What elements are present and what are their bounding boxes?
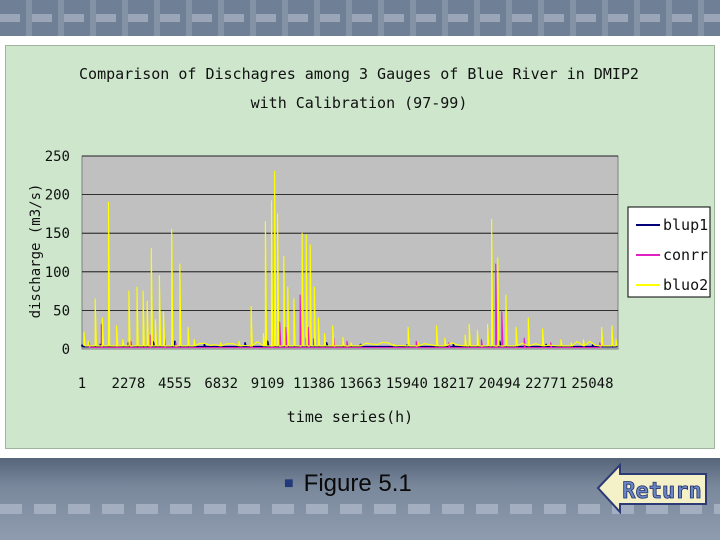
y-tick-label: 0 [62, 342, 70, 358]
figure-caption-text: Figure 5.1 [303, 470, 412, 497]
y-tick-label: 50 [53, 303, 70, 319]
y-axis-label: discharge (m3/s) [28, 184, 44, 319]
figure-caption: ■ Figure 5.1 [284, 470, 412, 498]
return-button[interactable]: Return [596, 462, 708, 515]
x-axis-label: time series(h) [287, 408, 413, 426]
x-tick-label: 2278 [112, 376, 146, 392]
legend-entry-blup1: blup1 [663, 216, 708, 234]
return-arrow-icon: Return [596, 462, 707, 515]
chart-title-line1: Comparison of Dischagres among 3 Gauges … [79, 65, 639, 83]
x-tick-label: 13663 [339, 376, 381, 392]
plot-area: 0 50 100 150 200 250 1 2278 4555 6832 9109 11386 136… [45, 149, 619, 392]
y-tick-label: 150 [45, 226, 70, 242]
plot-background [81, 155, 619, 350]
x-tick-label: 11386 [293, 376, 335, 392]
x-tick-label: 1 [78, 376, 86, 392]
x-tick-label: 9109 [251, 376, 285, 392]
x-tick-label: 25048 [571, 376, 613, 392]
return-label: Return [622, 479, 701, 504]
discharge-chart: Comparison of Dischagres among 3 Gauges … [28, 65, 711, 426]
y-tick-label: 250 [45, 149, 70, 165]
legend-box [627, 206, 711, 298]
chart-title-line2: with Calibration (97-99) [251, 94, 468, 112]
square-bullet-icon: ■ [284, 475, 294, 492]
x-tick-label: 22771 [525, 376, 567, 392]
x-tick-label: 20494 [479, 376, 521, 392]
legend: blup1 conrr bluo2 [627, 206, 711, 298]
legend-entry-conrr: conrr [663, 246, 708, 264]
decorative-bottom-band [0, 458, 720, 540]
x-tick-label: 4555 [158, 376, 192, 392]
series-line-conrr [88, 263, 602, 349]
y-tick-label: 100 [45, 265, 70, 281]
legend-entry-bluo2: bluo2 [663, 276, 708, 294]
x-tick-label: 15940 [386, 376, 428, 392]
decorative-top-band [0, 0, 720, 36]
chart-area: Comparison of Dischagres among 3 Gauges … [5, 45, 715, 449]
series-line-bluo2 [83, 170, 618, 347]
x-tick-label: 6832 [204, 376, 238, 392]
x-tick-label: 18217 [432, 376, 474, 392]
y-tick-label: 200 [45, 188, 70, 204]
